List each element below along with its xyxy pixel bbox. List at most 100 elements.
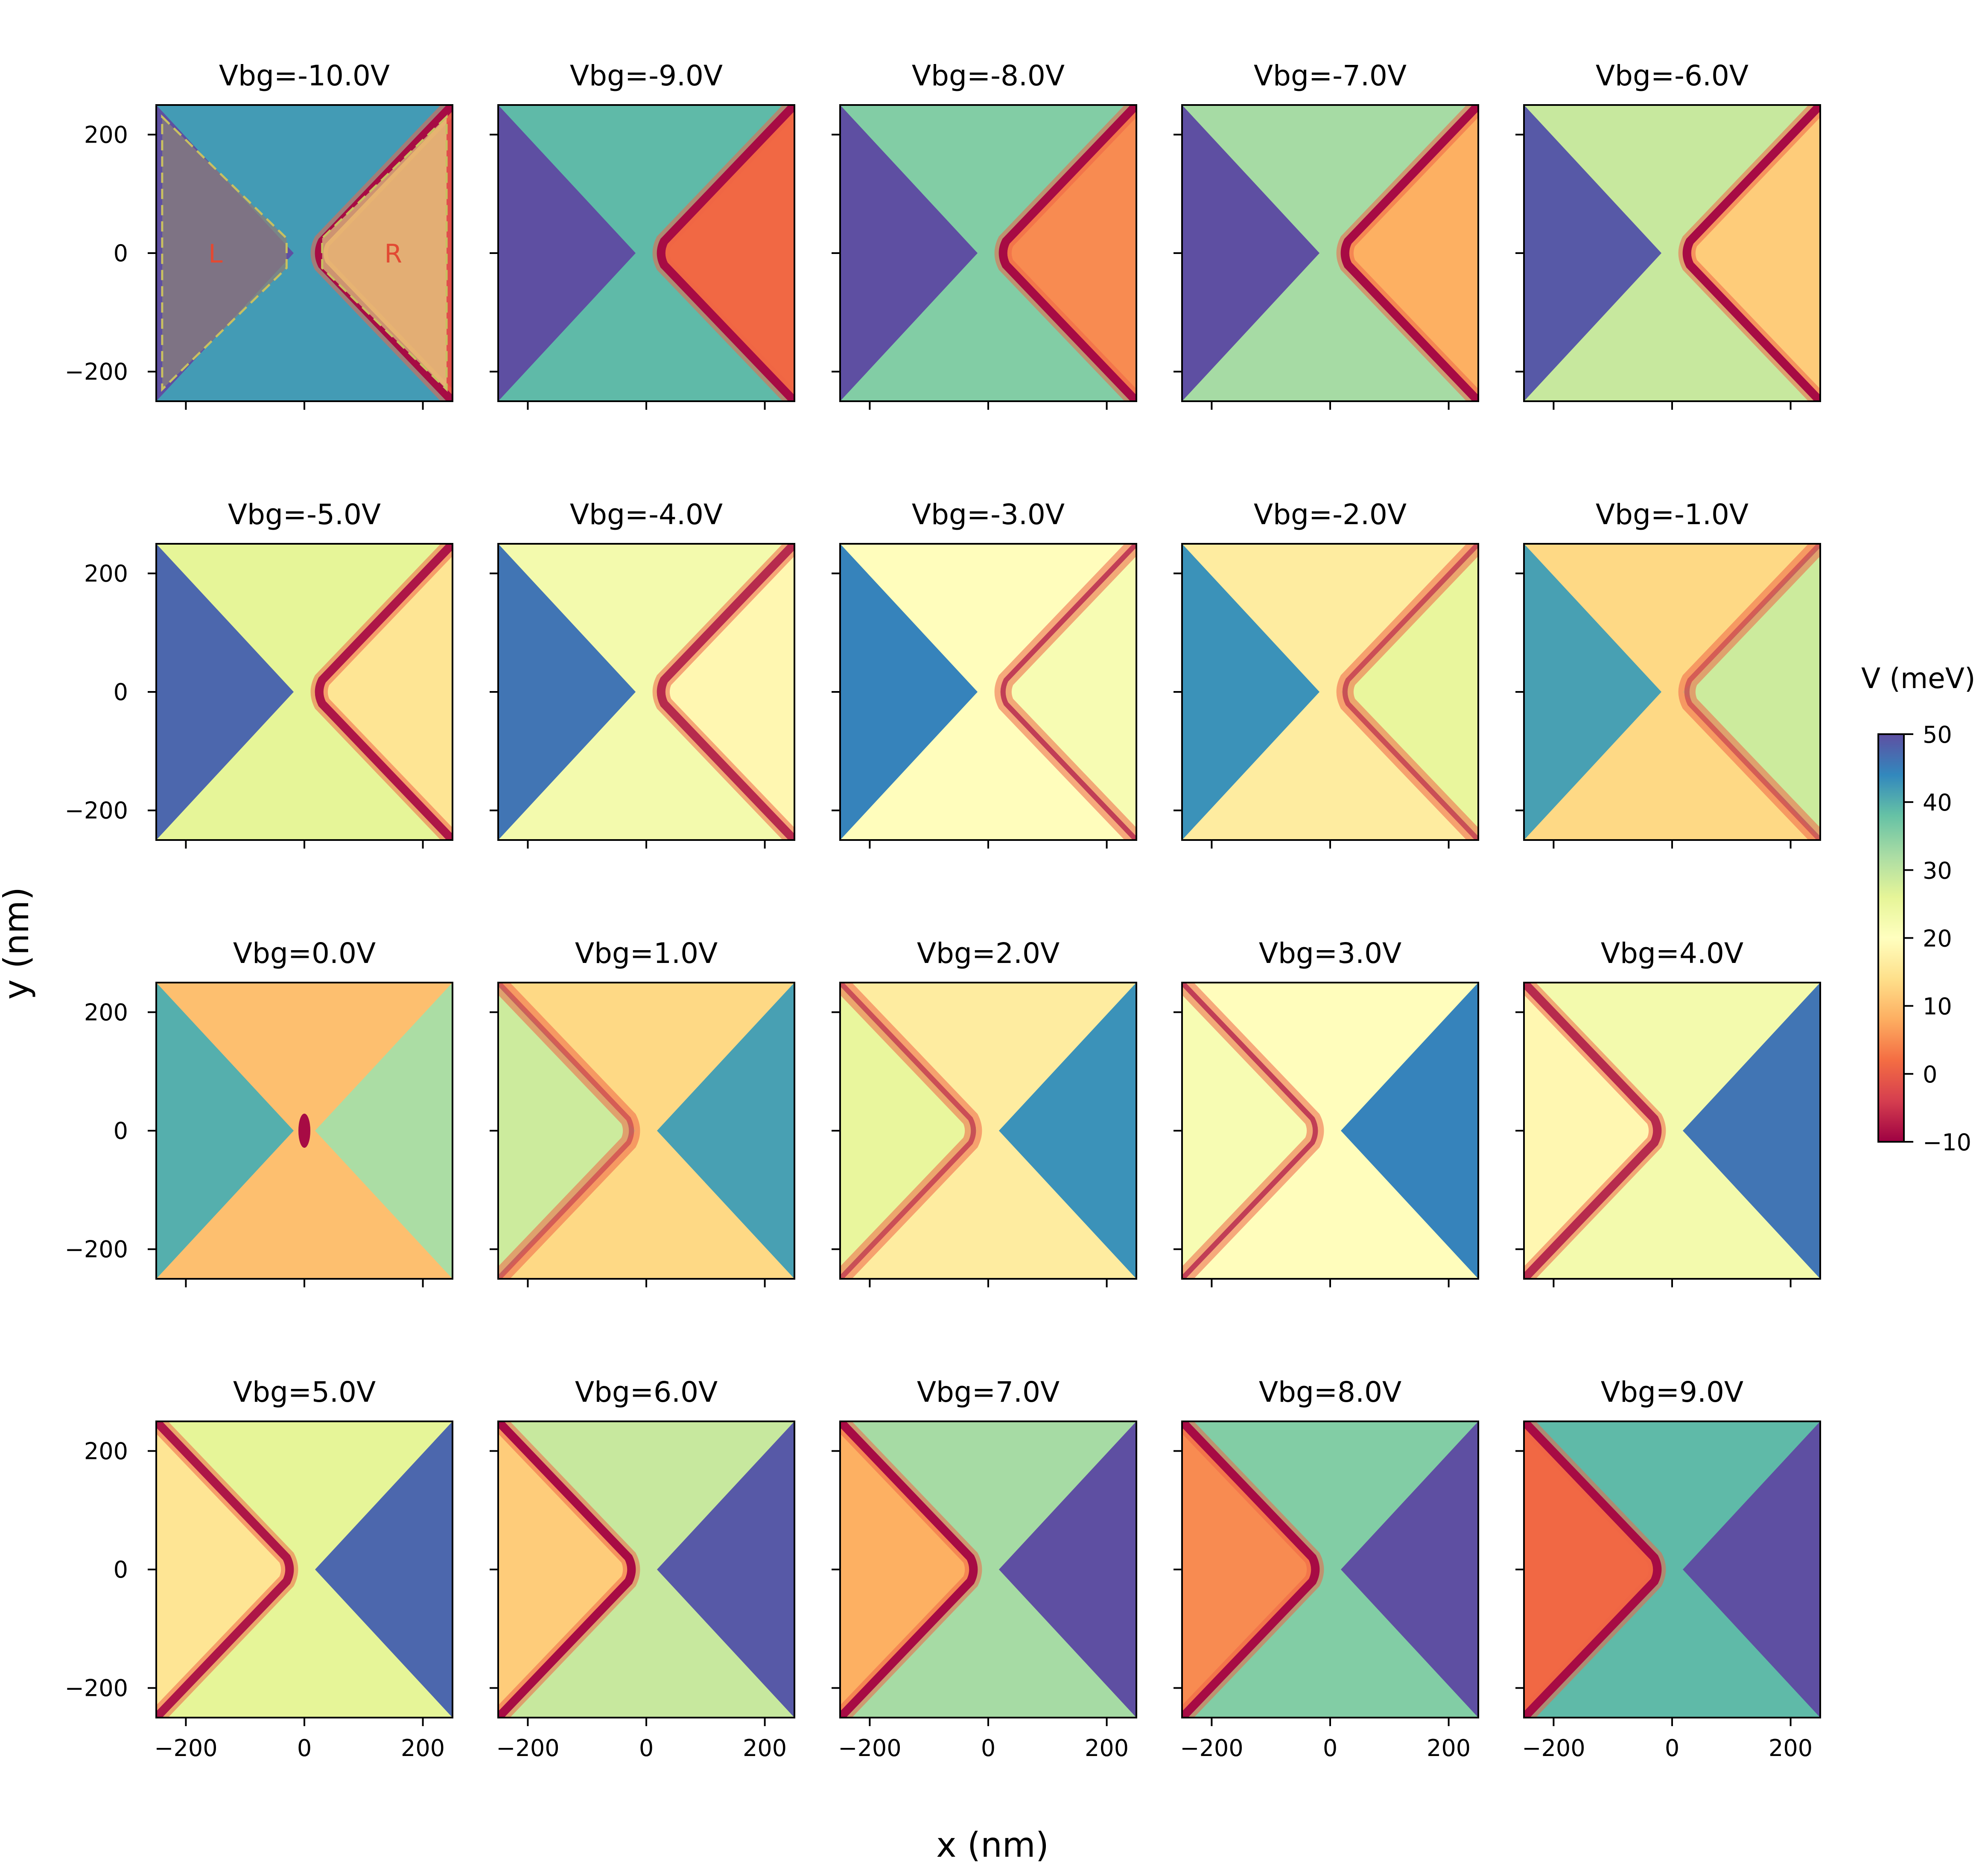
colorbar-tick-label: 0 bbox=[1923, 1061, 1937, 1088]
panel: Vbg=-4.0V bbox=[490, 498, 795, 849]
colorbar-tick-label: −10 bbox=[1923, 1129, 1971, 1156]
panel: L R Vbg=-10.0V 200 0 −200 bbox=[65, 59, 453, 410]
ridge bbox=[1000, 544, 1136, 840]
panel: Vbg=-2.0V bbox=[1174, 498, 1479, 849]
ridge bbox=[998, 105, 1136, 401]
x-tick-label: 200 bbox=[1427, 1735, 1471, 1762]
panel: Vbg=-5.0V 200 0 −200 bbox=[65, 498, 453, 849]
y-tick-label: 200 bbox=[84, 999, 128, 1026]
heatmap-right-region bbox=[1340, 105, 1478, 401]
x-tick-label: 0 bbox=[1323, 1735, 1337, 1762]
y-tick-label: 0 bbox=[114, 1556, 128, 1583]
colorbar: V (meV) 50 40 30 20 10 0 −10 bbox=[1861, 662, 1976, 1156]
x-tick-label: −200 bbox=[1522, 1735, 1585, 1762]
colorbar-tick-label: 50 bbox=[1923, 721, 1952, 748]
y-tick-label: 0 bbox=[114, 1117, 128, 1144]
panel: Vbg=-1.0V bbox=[1515, 498, 1821, 849]
y-tick-label: −200 bbox=[65, 359, 128, 385]
panel: Vbg=2.0V bbox=[832, 937, 1137, 1287]
panel-title: Vbg=-3.0V bbox=[912, 498, 1065, 531]
region-label-L: L bbox=[208, 239, 223, 269]
panel-title: Vbg=0.0V bbox=[233, 937, 376, 970]
ridge bbox=[156, 1421, 294, 1718]
panel: Vbg=0.0V 200 0 −200 bbox=[65, 937, 453, 1287]
heatmap-left-region bbox=[498, 983, 636, 1279]
panel-title: Vbg=-7.0V bbox=[1254, 59, 1407, 92]
panel: Vbg=8.0V −200 0 200 bbox=[1174, 1376, 1479, 1762]
ridge bbox=[1340, 105, 1478, 401]
ridge-glow bbox=[1678, 544, 1820, 840]
heatmap-left-region bbox=[1524, 544, 1662, 840]
colorbar-label: V (meV) bbox=[1861, 662, 1976, 695]
heatmap-right-region bbox=[998, 105, 1136, 401]
y-tick-label: −200 bbox=[65, 1236, 128, 1263]
panel: Vbg=9.0V −200 0 200 bbox=[1515, 1376, 1821, 1762]
panel-title: Vbg=-5.0V bbox=[228, 498, 381, 531]
panel-grid: L R Vbg=-10.0V 200 0 −200 Vbg=-9.0V Vbg=-8.0V Vb… bbox=[65, 59, 1821, 1762]
panel: Vbg=-3.0V bbox=[832, 498, 1137, 849]
heatmap-right-region bbox=[1682, 1421, 1820, 1718]
heatmap-right-region bbox=[998, 983, 1136, 1279]
panel-title: Vbg=3.0V bbox=[1259, 937, 1401, 970]
heatmap-left-region bbox=[1182, 1421, 1320, 1718]
ridge bbox=[498, 983, 634, 1279]
heatmap-left-region bbox=[840, 1421, 978, 1718]
x-tick-label: 0 bbox=[1665, 1735, 1679, 1762]
heatmap-left-region bbox=[1182, 983, 1320, 1279]
colorbar-tick-label: 30 bbox=[1923, 857, 1952, 884]
heatmap-left-region bbox=[840, 105, 978, 401]
y-tick-label: −200 bbox=[65, 1675, 128, 1702]
x-tick-label: 200 bbox=[743, 1735, 787, 1762]
panel: Vbg=4.0V bbox=[1515, 937, 1821, 1287]
panel-title: Vbg=-8.0V bbox=[912, 59, 1065, 92]
ridge bbox=[657, 105, 794, 401]
panel-title: Vbg=1.0V bbox=[575, 937, 718, 970]
ridge bbox=[1684, 544, 1820, 840]
gate-outline-left bbox=[161, 114, 288, 392]
x-axis-label: x (nm) bbox=[936, 1825, 1049, 1864]
heatmap-right-region bbox=[1340, 1421, 1478, 1718]
ridge bbox=[498, 1421, 636, 1718]
gate-outline-right bbox=[321, 114, 448, 392]
x-tick-label: −200 bbox=[496, 1735, 559, 1762]
heatmap-right-region bbox=[1340, 544, 1478, 840]
panel-title: Vbg=6.0V bbox=[575, 1376, 718, 1409]
heatmap-left-region bbox=[156, 544, 294, 840]
ridge-glow bbox=[498, 983, 640, 1279]
heatmap-right-region bbox=[657, 105, 794, 401]
heatmap-right-region bbox=[1682, 544, 1820, 840]
y-tick-label: 200 bbox=[84, 121, 128, 148]
heatmap-left-region bbox=[498, 105, 636, 401]
panel-title: Vbg=-10.0V bbox=[219, 59, 390, 92]
panel-title: Vbg=5.0V bbox=[233, 1376, 376, 1409]
panel: Vbg=7.0V −200 0 200 bbox=[832, 1376, 1137, 1762]
panel: Vbg=-6.0V bbox=[1515, 59, 1821, 410]
panel-title: Vbg=4.0V bbox=[1601, 937, 1743, 970]
heatmap-left-region bbox=[840, 983, 978, 1279]
panel-title: Vbg=-1.0V bbox=[1596, 498, 1749, 531]
y-axis-label: y (nm) bbox=[0, 887, 36, 1000]
ridge bbox=[1524, 1421, 1662, 1718]
heatmap-right-region bbox=[1682, 105, 1820, 401]
heatmap-right-region bbox=[998, 544, 1136, 840]
ridge bbox=[1182, 1421, 1320, 1718]
x-tick-label: 200 bbox=[1085, 1735, 1129, 1762]
panel: Vbg=-9.0V bbox=[490, 59, 795, 410]
heatmap-left-region bbox=[1524, 1421, 1662, 1718]
x-tick-label: 0 bbox=[981, 1735, 995, 1762]
panel-title: Vbg=2.0V bbox=[917, 937, 1060, 970]
ridge bbox=[315, 544, 452, 840]
heatmap-left-region bbox=[156, 1421, 294, 1718]
x-tick-label: 0 bbox=[639, 1735, 654, 1762]
heatmap-right-region bbox=[315, 544, 452, 840]
ridge bbox=[840, 983, 976, 1279]
panel-title: Vbg=8.0V bbox=[1259, 1376, 1401, 1409]
heatmap-left-region bbox=[1182, 544, 1320, 840]
heatmap-left-region bbox=[1524, 105, 1662, 401]
heatmap-left-region bbox=[498, 1421, 636, 1718]
panel: Vbg=5.0V −200 0 200 200 0 −200 bbox=[65, 1376, 453, 1762]
panel-title: Vbg=-2.0V bbox=[1254, 498, 1407, 531]
ridge bbox=[1342, 544, 1478, 840]
heatmap-left-region bbox=[156, 983, 294, 1279]
panel: Vbg=-7.0V bbox=[1174, 59, 1479, 410]
